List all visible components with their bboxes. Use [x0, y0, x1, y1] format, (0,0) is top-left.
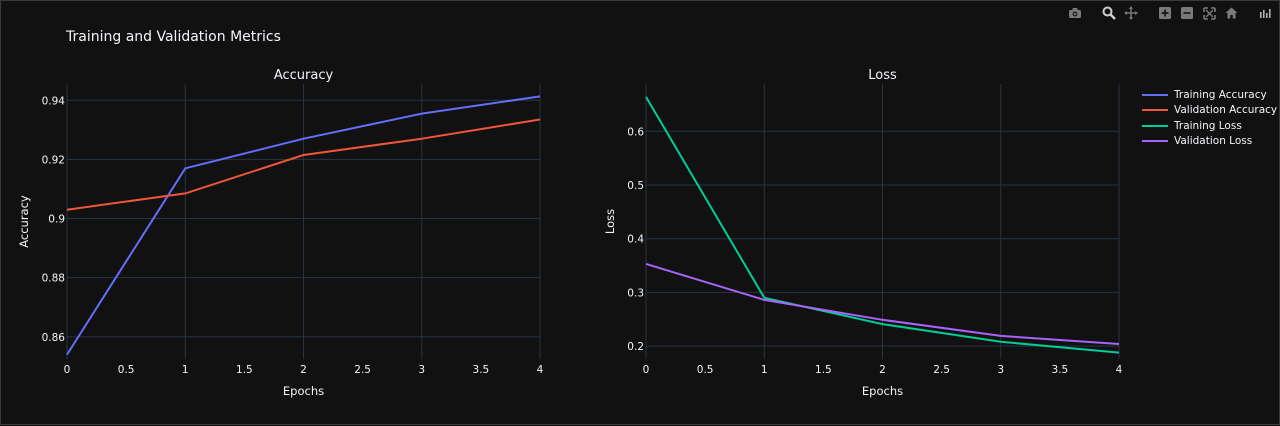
zoom-out-icon[interactable] — [1179, 5, 1195, 21]
x-tick-label: 1 — [182, 364, 189, 376]
autoscale-icon[interactable] — [1201, 5, 1217, 21]
y-tick-label: 0.9 — [48, 214, 65, 226]
y-tick-label: 0.5 — [627, 180, 644, 192]
series-line-training-loss[interactable] — [645, 96, 1120, 354]
legend: Training Accuracy Validation Accuracy Trai… — [1142, 87, 1277, 149]
zoom-icon[interactable] — [1101, 5, 1117, 21]
y-tick-label: 0.4 — [627, 234, 644, 246]
modebar — [1067, 5, 1273, 21]
x-tick-label: 4 — [1116, 364, 1123, 376]
legend-item[interactable]: Validation Accuracy — [1142, 103, 1277, 119]
x-tick-label: 3.5 — [473, 364, 490, 376]
y-axis-label: Loss — [603, 209, 617, 234]
legend-label: Validation Accuracy — [1174, 104, 1278, 117]
subplot-accuracy: 0 0.5 1 1.5 2 2.5 3 3.5 4 0.86 0.88 0.9 0.92 0.94 Accu… — [17, 68, 544, 398]
legend-label: Training Loss — [1174, 119, 1242, 132]
subplot-title: Accuracy — [274, 68, 334, 83]
x-tick-label: 0.5 — [697, 364, 714, 376]
series-line-training-accuracy[interactable] — [66, 95, 541, 356]
y-tick-label: 0.94 — [42, 95, 66, 107]
legend-item[interactable]: Training Loss — [1142, 118, 1277, 134]
series-line-validation-accuracy[interactable] — [66, 118, 541, 211]
series-line-validation-loss[interactable] — [645, 262, 1120, 345]
x-tick-label: 0 — [64, 364, 71, 376]
y-tick-label: 0.86 — [42, 332, 66, 344]
subplot-title: Loss — [868, 68, 897, 83]
x-axis-label: Epochs — [862, 384, 903, 398]
x-tick-label: 3 — [997, 364, 1004, 376]
y-tick-label: 0.2 — [627, 341, 644, 353]
x-tick-label: 1.5 — [236, 364, 253, 376]
legend-label: Training Accuracy — [1174, 88, 1267, 101]
legend-swatch — [1142, 140, 1168, 143]
x-tick-label: 2 — [300, 364, 307, 376]
legend-swatch — [1142, 124, 1168, 127]
y-axis-label: Accuracy — [17, 195, 31, 248]
legend-item[interactable]: Training Accuracy — [1142, 87, 1277, 103]
y-tick-label: 0.6 — [627, 126, 644, 138]
x-tick-label: 1.5 — [815, 364, 832, 376]
legend-item[interactable]: Validation Loss — [1142, 134, 1277, 150]
pan-icon[interactable] — [1123, 5, 1139, 21]
y-tick-label: 0.3 — [627, 287, 644, 299]
reset-axes-icon[interactable] — [1223, 5, 1239, 21]
x-tick-label: 4 — [537, 364, 544, 376]
x-tick-label: 0.5 — [118, 364, 135, 376]
zoom-in-icon[interactable] — [1157, 5, 1173, 21]
legend-swatch — [1142, 93, 1168, 96]
x-axis-label: Epochs — [283, 384, 324, 398]
x-tick-label: 2 — [879, 364, 886, 376]
x-tick-label: 2.5 — [933, 364, 950, 376]
x-tick-label: 1 — [761, 364, 768, 376]
y-tick-label: 0.92 — [42, 154, 65, 166]
x-tick-label: 2.5 — [354, 364, 371, 376]
subplot-loss: 0 0.5 1 1.5 2 2.5 3 3.5 4 0.2 0.3 0.4 0.5 0.6 Loss Epoc… — [603, 68, 1123, 398]
y-tick-label: 0.88 — [42, 273, 65, 285]
x-tick-label: 0 — [643, 364, 650, 376]
x-tick-label: 3 — [418, 364, 425, 376]
plotly-logo-icon[interactable] — [1257, 5, 1273, 21]
x-tick-label: 3.5 — [1052, 364, 1069, 376]
legend-label: Validation Loss — [1174, 135, 1253, 148]
camera-icon[interactable] — [1067, 5, 1083, 21]
legend-swatch — [1142, 109, 1168, 112]
figure-title: Training and Validation Metrics — [66, 29, 281, 45]
